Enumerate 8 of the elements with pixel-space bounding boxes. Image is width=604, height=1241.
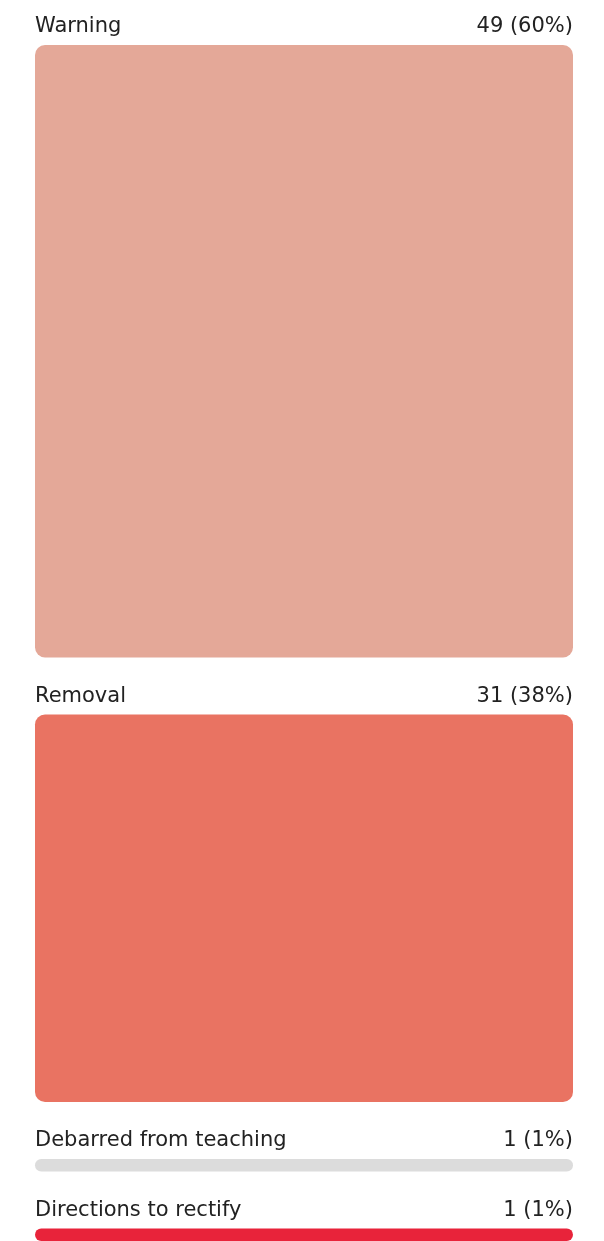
category-label: Removal bbox=[35, 682, 127, 707]
data-label: 31 (38%) bbox=[476, 682, 573, 707]
data-label: 1 (1%) bbox=[503, 1196, 573, 1221]
data-label: 49 (60%) bbox=[476, 13, 573, 37]
category-label: Warning bbox=[35, 13, 122, 37]
category-label: Directions to rectify bbox=[35, 1196, 242, 1221]
category-label: Debarred from teaching bbox=[35, 1127, 287, 1151]
data-label: 1 (1%) bbox=[503, 1127, 573, 1151]
